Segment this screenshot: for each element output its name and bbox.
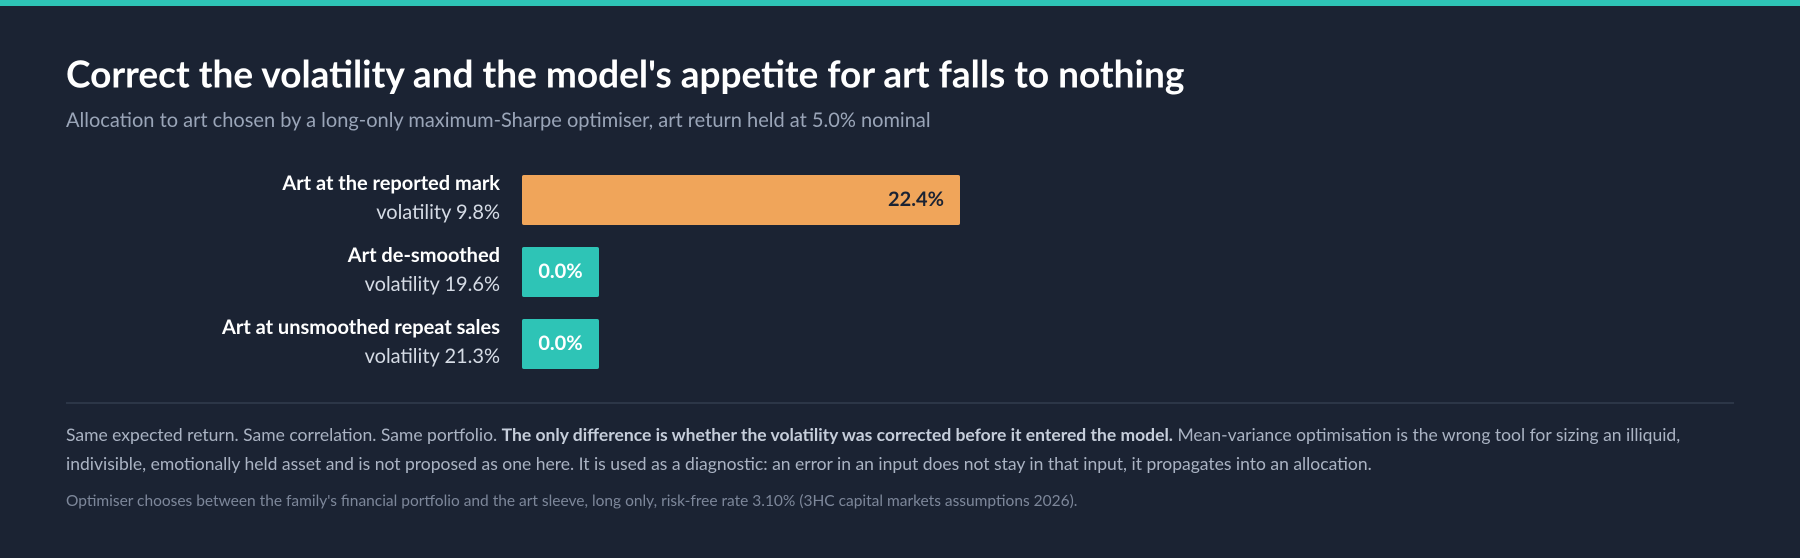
category-sublabel: volatility 19.6% <box>365 272 500 296</box>
category-label: Art at unsmoothed repeat sales <box>221 315 500 339</box>
category-sublabel: volatility 9.8% <box>376 200 500 224</box>
value-label: 0.0% <box>538 331 582 355</box>
note-text: Same expected return. Same correlation. … <box>66 424 502 445</box>
chart: Correct the volatility and the model's a… <box>66 50 1734 404</box>
footnote: Optimiser chooses between the family's f… <box>66 492 1078 510</box>
bar <box>522 247 599 297</box>
category-sublabel: volatility 21.3% <box>365 344 500 368</box>
bar <box>522 319 599 369</box>
bar <box>522 175 960 225</box>
notes: Same expected return. Same correlation. … <box>66 420 1734 478</box>
category-label: Art de-smoothed <box>347 243 500 267</box>
accent-bar <box>0 0 1800 6</box>
chart-title: Correct the volatility and the model's a… <box>66 50 1184 95</box>
category-label: Art at the reported mark <box>281 171 500 195</box>
value-label: 0.0% <box>538 259 582 283</box>
note-bold: The only difference is whether the volat… <box>501 424 1173 445</box>
value-label: 22.4% <box>888 187 944 211</box>
chart-subtitle: Allocation to art chosen by a long-only … <box>66 108 931 132</box>
note-text: Mean-variance optimisation is the wrong … <box>66 424 1681 474</box>
